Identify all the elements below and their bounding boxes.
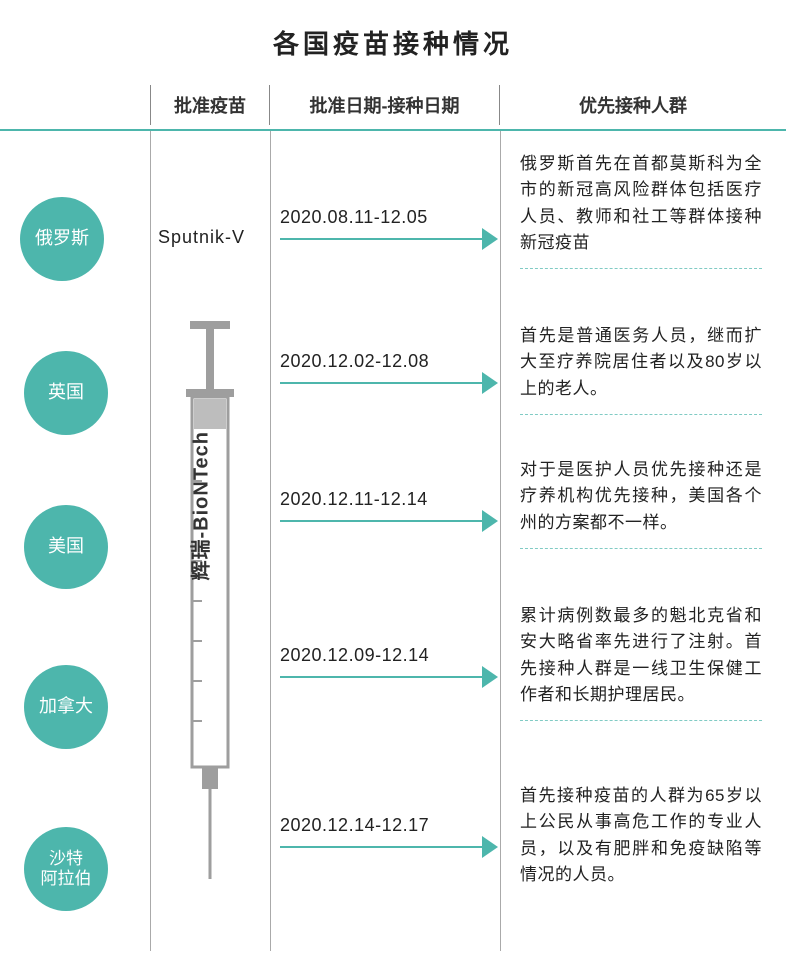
country-circle: 美国 (24, 505, 108, 589)
arrow-icon (280, 382, 496, 384)
separator-3 (500, 131, 501, 951)
date-cell: 2020.12.11-12.14 (280, 489, 490, 522)
arrow-icon (280, 846, 496, 848)
header-dates: 批准日期-接种日期 (270, 85, 500, 125)
country-circle: 俄罗斯 (20, 197, 104, 281)
country-circle: 加拿大 (24, 665, 108, 749)
vaccine-name: Sputnik-V (158, 227, 245, 248)
date-cell: 2020.08.11-12.05 (280, 207, 490, 240)
priority-text: 俄罗斯首先在首都莫斯科为全市的新冠高风险群体包括医疗人员、教师和社工等群体接种新… (520, 143, 762, 269)
date-text: 2020.12.09-12.14 (280, 645, 490, 666)
page-title: 各国疫苗接种情况 (0, 0, 786, 61)
syringe-label: 辉瑞-BioNTech (185, 431, 214, 581)
column-headers: 批准疫苗 批准日期-接种日期 优先接种人群 (0, 85, 786, 125)
date-text: 2020.08.11-12.05 (280, 207, 490, 228)
country-circle: 英国 (24, 351, 108, 435)
priority-text: 首先接种疫苗的人群为65岁以上公民从事高危工作的专业人员，以及有肥胖和免疫缺陷等… (520, 775, 762, 900)
arrow-icon (280, 238, 496, 240)
separator-1 (150, 131, 151, 951)
arrow-icon (280, 676, 496, 678)
priority-text: 对于是医护人员优先接种还是疗养机构优先接种，美国各个州的方案都不一样。 (520, 449, 762, 549)
syringe-icon (180, 321, 240, 891)
arrow-icon (280, 520, 496, 522)
date-cell: 2020.12.02-12.08 (280, 351, 490, 384)
priority-text: 首先是普通医务人员，继而扩大至疗养院居住者以及80岁以上的老人。 (520, 315, 762, 415)
date-text: 2020.12.02-12.08 (280, 351, 490, 372)
date-text: 2020.12.14-12.17 (280, 815, 490, 836)
date-text: 2020.12.11-12.14 (280, 489, 490, 510)
country-circle: 沙特阿拉伯 (24, 827, 108, 911)
date-cell: 2020.12.14-12.17 (280, 815, 490, 848)
priority-text: 累计病例数最多的魁北克省和安大略省率先进行了注射。首先接种人群是一线卫生保健工作… (520, 595, 762, 721)
header-priority: 优先接种人群 (500, 85, 786, 125)
header-vaccine: 批准疫苗 (150, 85, 270, 125)
separator-2 (270, 131, 271, 951)
content-area: 辉瑞-BioNTech 俄罗斯 Sputnik-V 2020.08.11-12.05… (0, 131, 786, 951)
date-cell: 2020.12.09-12.14 (280, 645, 490, 678)
